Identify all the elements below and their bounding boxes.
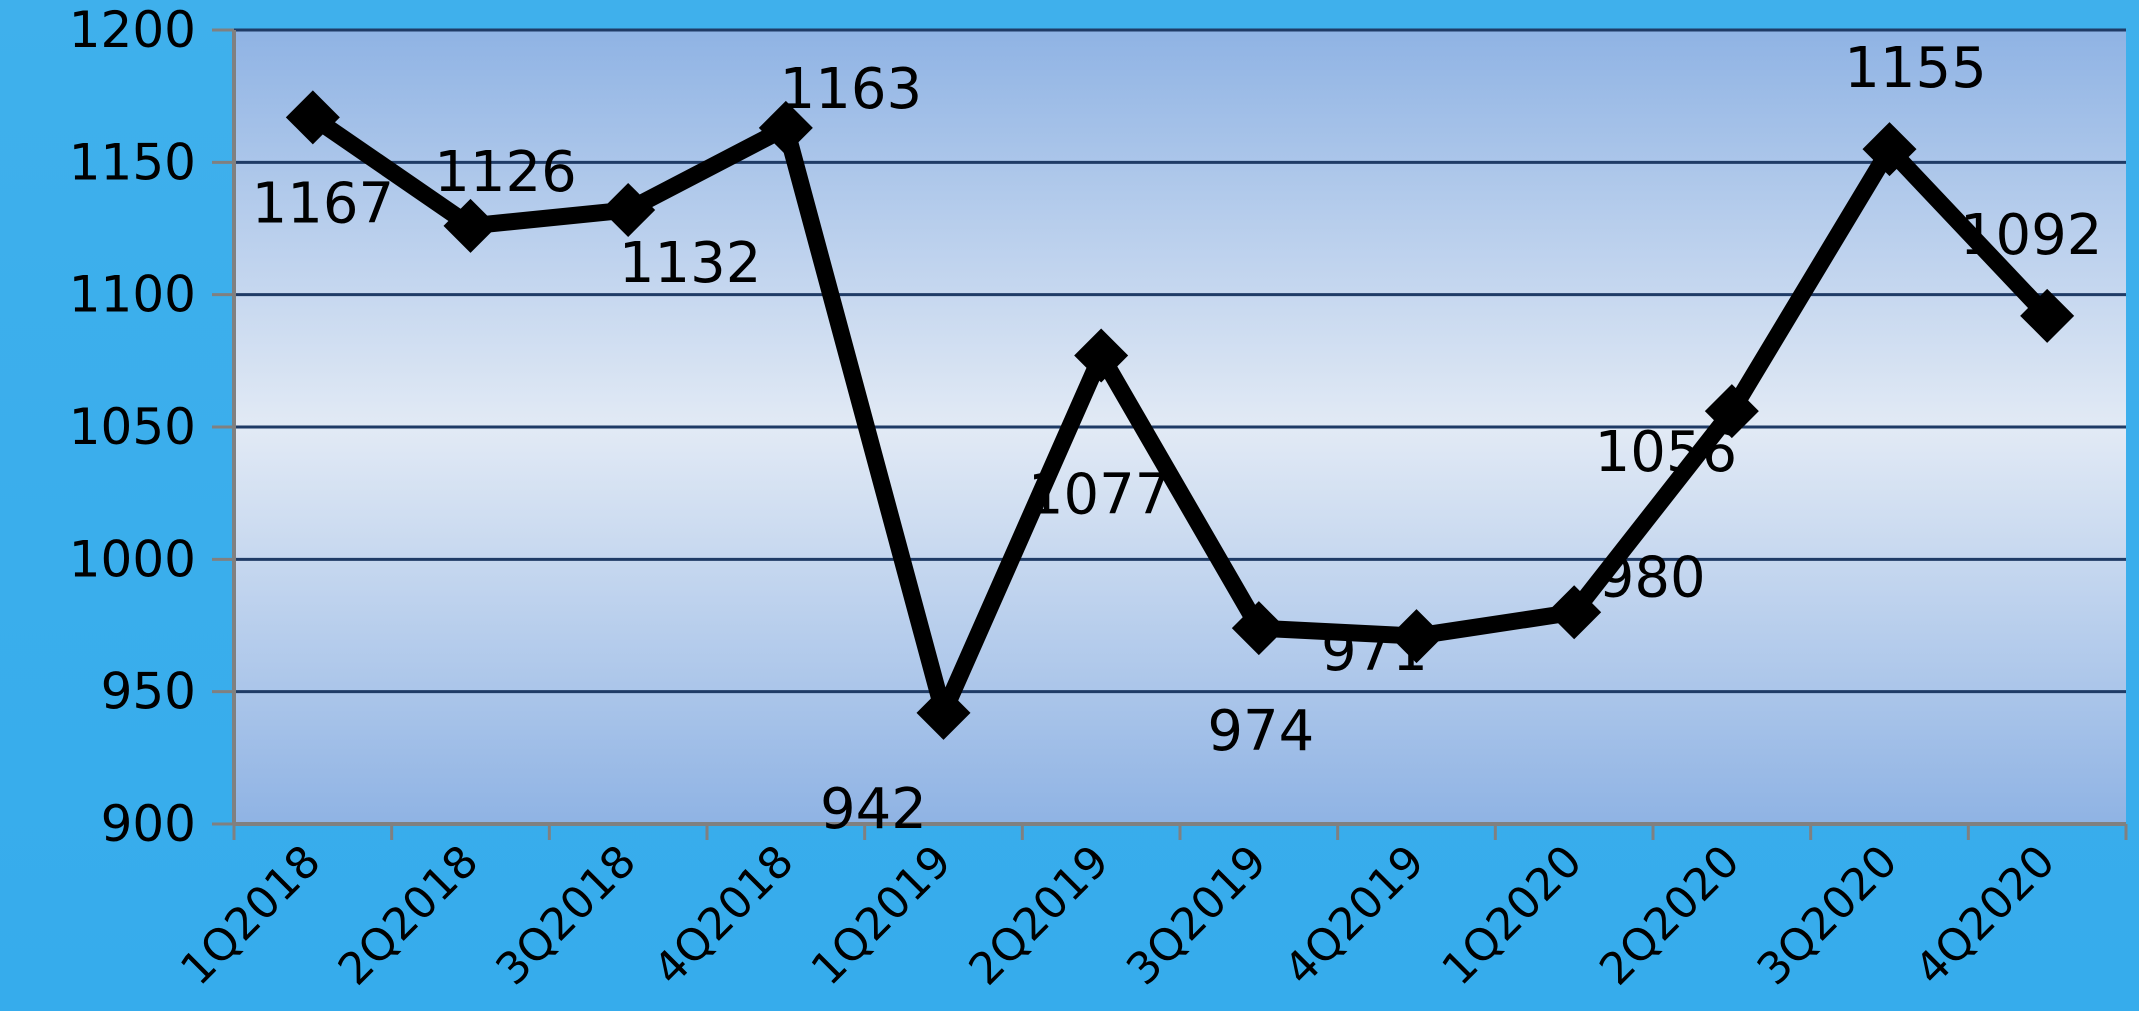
y-tick-label: 1200 — [69, 1, 196, 59]
y-tick-label: 1150 — [69, 133, 196, 191]
data-point-marker — [1862, 122, 1917, 177]
series-line-path — [304, 108, 2056, 739]
x-tick-label: 4Q2020 — [1905, 836, 2065, 996]
x-tick-label: 3Q2020 — [1748, 836, 1908, 996]
data-label: 1056 — [1595, 420, 1738, 485]
y-tick-label: 1050 — [69, 398, 196, 456]
y-tick-label: 1000 — [69, 530, 196, 588]
data-point-marker — [1231, 601, 1286, 656]
data-label: 971 — [1321, 619, 1428, 684]
y-tick-label: 950 — [101, 663, 196, 721]
data-point-marker — [443, 198, 498, 253]
data-point-marker — [1547, 585, 1602, 640]
data-label: 1163 — [780, 57, 923, 122]
data-label: 1077 — [1028, 463, 1171, 528]
x-tick-label: 1Q2018 — [171, 836, 331, 996]
x-tick-label: 2Q2018 — [329, 836, 489, 996]
x-tick-label: 3Q2018 — [486, 836, 646, 996]
y-tick-labels: 900 950 1000 1050 1100 1150 1200 — [69, 1, 196, 853]
data-label: 1126 — [434, 140, 577, 205]
data-label: 1167 — [252, 171, 395, 236]
data-label: 942 — [820, 777, 927, 842]
data-point-marker — [1704, 384, 1759, 439]
x-tick-labels: 1Q20182Q20183Q20184Q20181Q20192Q20193Q20… — [171, 836, 2065, 996]
data-label: 1155 — [1844, 36, 1987, 101]
data-point-marker — [601, 182, 656, 237]
series-line — [304, 108, 2056, 739]
x-tick-label: 1Q2019 — [802, 836, 962, 996]
y-tick-label: 1100 — [69, 266, 196, 324]
data-point-marker — [916, 685, 971, 740]
x-tick-label: 2Q2020 — [1590, 836, 1750, 996]
data-label: 1092 — [1960, 203, 2103, 268]
axes — [232, 30, 2128, 840]
x-tick-label: 3Q2019 — [1117, 836, 1277, 996]
x-tick-label: 4Q2018 — [644, 836, 804, 996]
x-tick-label: 4Q2019 — [1275, 836, 1435, 996]
gridlines — [212, 28, 2126, 826]
data-point-marker — [758, 100, 813, 155]
series-markers — [285, 90, 2075, 740]
data-point-marker — [1389, 609, 1444, 664]
data-point-marker — [1074, 328, 1129, 383]
y-tick-label: 900 — [101, 795, 196, 853]
data-point-marker — [285, 90, 340, 145]
data-label: 980 — [1599, 545, 1706, 610]
x-tick-label: 1Q2020 — [1432, 836, 1592, 996]
data-label: 1132 — [619, 231, 762, 296]
x-tick-label: 2Q2019 — [959, 836, 1119, 996]
data-label: 974 — [1207, 699, 1314, 764]
data-point-marker — [2020, 288, 2075, 343]
